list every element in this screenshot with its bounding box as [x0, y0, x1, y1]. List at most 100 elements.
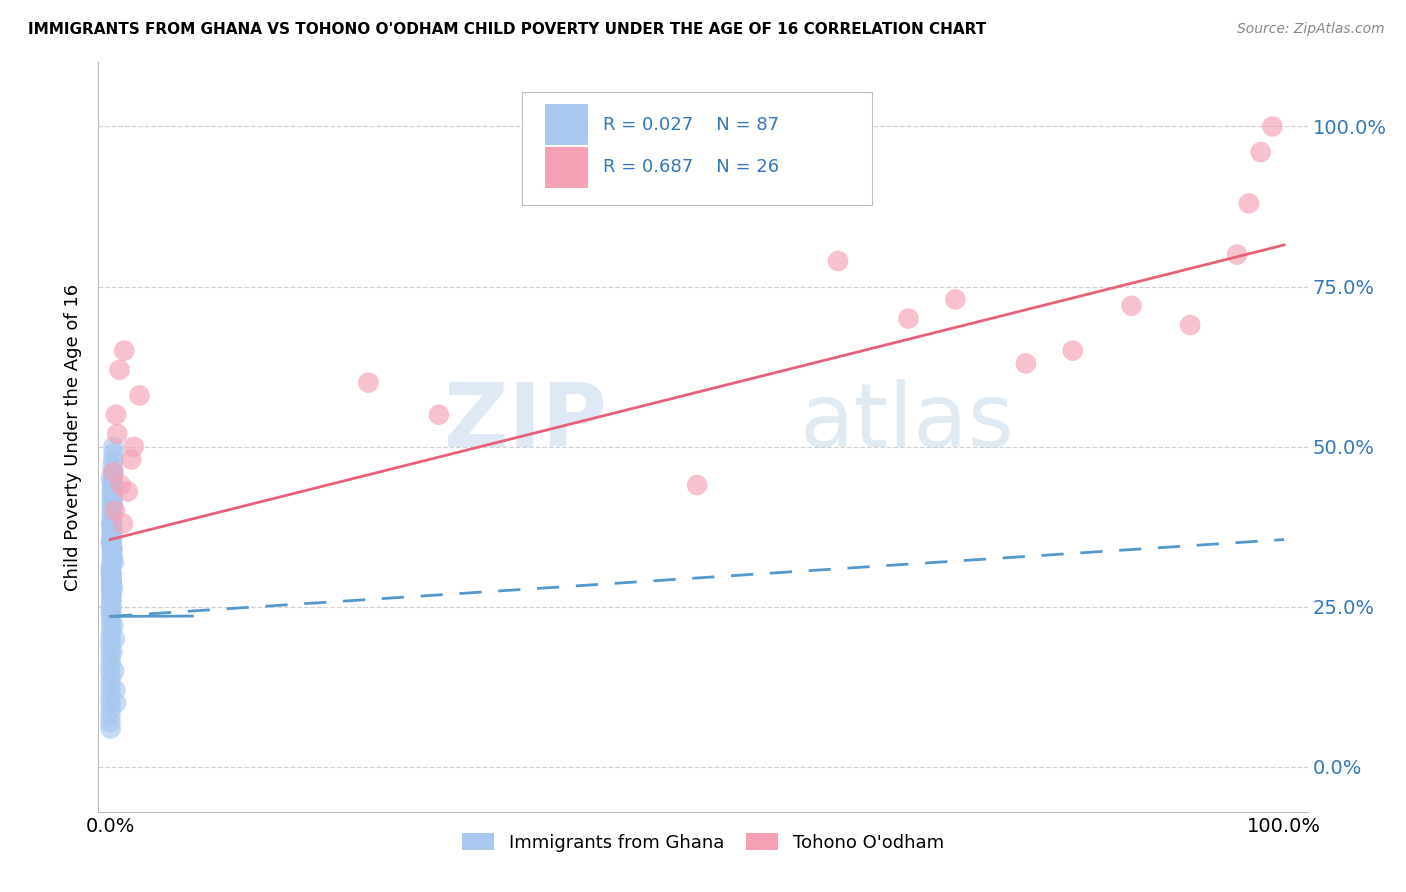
- Point: [1261, 120, 1284, 134]
- Text: IMMIGRANTS FROM GHANA VS TOHONO O'ODHAM CHILD POVERTY UNDER THE AGE OF 16 CORREL: IMMIGRANTS FROM GHANA VS TOHONO O'ODHAM …: [28, 22, 987, 37]
- Point: [101, 542, 124, 557]
- Point: [101, 529, 124, 543]
- FancyBboxPatch shape: [544, 104, 588, 145]
- Point: [103, 664, 125, 678]
- Point: [101, 497, 124, 511]
- Point: [100, 574, 122, 589]
- Point: [100, 670, 122, 684]
- Point: [100, 657, 122, 672]
- Point: [117, 484, 139, 499]
- Point: [100, 581, 122, 595]
- Point: [100, 567, 122, 582]
- Point: [100, 581, 122, 595]
- Point: [101, 504, 124, 518]
- Point: [101, 497, 124, 511]
- Text: ZIP: ZIP: [443, 378, 606, 466]
- Point: [100, 593, 122, 607]
- Point: [100, 651, 122, 665]
- Point: [686, 478, 709, 492]
- Point: [101, 542, 124, 557]
- Point: [100, 722, 122, 736]
- Point: [100, 599, 122, 614]
- Point: [110, 478, 132, 492]
- Point: [101, 535, 124, 549]
- Point: [101, 542, 124, 557]
- Point: [1250, 145, 1272, 160]
- Point: [101, 529, 124, 543]
- Point: [101, 491, 124, 505]
- Point: [100, 561, 122, 575]
- Point: [100, 714, 122, 729]
- Point: [100, 593, 122, 607]
- Point: [103, 619, 125, 633]
- Point: [101, 516, 124, 531]
- FancyBboxPatch shape: [522, 93, 872, 205]
- Point: [100, 472, 122, 486]
- Point: [101, 523, 124, 537]
- Point: [100, 645, 122, 659]
- Point: [101, 555, 124, 569]
- Point: [101, 516, 124, 531]
- Point: [100, 587, 122, 601]
- Point: [100, 535, 122, 549]
- Point: [100, 664, 122, 678]
- Point: [103, 465, 125, 479]
- Y-axis label: Child Poverty Under the Age of 16: Child Poverty Under the Age of 16: [65, 284, 83, 591]
- Point: [101, 567, 124, 582]
- Point: [100, 510, 122, 524]
- Point: [100, 599, 122, 614]
- Point: [357, 376, 380, 390]
- Point: [100, 619, 122, 633]
- Point: [100, 683, 122, 698]
- Text: R = 0.027    N = 87: R = 0.027 N = 87: [603, 116, 779, 134]
- Point: [100, 516, 122, 531]
- Point: [100, 702, 122, 716]
- Point: [101, 465, 124, 479]
- Point: [100, 587, 122, 601]
- Point: [101, 523, 124, 537]
- Text: R = 0.687    N = 26: R = 0.687 N = 26: [603, 159, 779, 177]
- Point: [103, 440, 125, 454]
- Point: [105, 426, 128, 441]
- Text: Source: ZipAtlas.com: Source: ZipAtlas.com: [1237, 22, 1385, 37]
- Point: [100, 690, 122, 704]
- Point: [100, 708, 122, 723]
- Point: [100, 574, 122, 589]
- Point: [101, 458, 124, 473]
- Point: [100, 638, 122, 652]
- Point: [101, 497, 124, 511]
- Point: [100, 567, 122, 582]
- Point: [1237, 196, 1260, 211]
- Point: [1226, 247, 1249, 261]
- Point: [104, 683, 127, 698]
- Point: [100, 555, 122, 569]
- Point: [100, 625, 122, 640]
- Legend: Immigrants from Ghana, Tohono O'odham: Immigrants from Ghana, Tohono O'odham: [454, 826, 952, 859]
- Point: [100, 549, 122, 563]
- Point: [101, 504, 124, 518]
- Point: [427, 408, 450, 422]
- Point: [101, 549, 124, 563]
- Point: [112, 516, 135, 531]
- Point: [100, 632, 122, 646]
- Point: [897, 311, 920, 326]
- Point: [100, 676, 122, 690]
- Point: [101, 484, 124, 499]
- Point: [105, 696, 128, 710]
- Point: [1121, 299, 1143, 313]
- Point: [101, 549, 124, 563]
- Point: [103, 478, 125, 492]
- Point: [100, 696, 122, 710]
- Point: [101, 645, 124, 659]
- Point: [104, 632, 127, 646]
- Point: [100, 606, 122, 620]
- Point: [1180, 318, 1202, 332]
- Point: [101, 478, 124, 492]
- Point: [1062, 343, 1084, 358]
- Point: [100, 574, 122, 589]
- Point: [100, 561, 122, 575]
- Point: [101, 465, 124, 479]
- Point: [122, 440, 145, 454]
- Point: [128, 388, 150, 402]
- Point: [100, 523, 122, 537]
